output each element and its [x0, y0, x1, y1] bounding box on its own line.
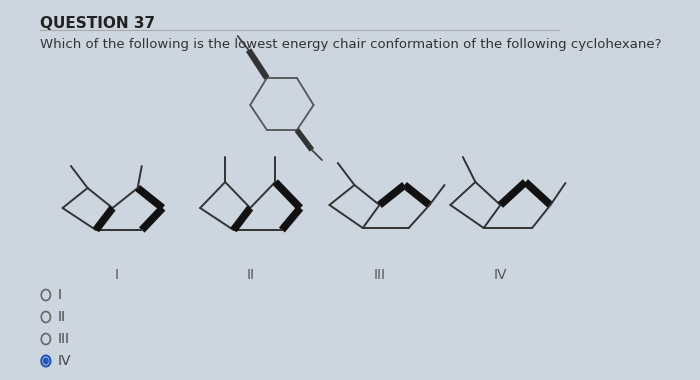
Text: II: II [57, 310, 66, 324]
Text: II: II [246, 268, 254, 282]
Text: Which of the following is the lowest energy chair conformation of the following : Which of the following is the lowest ene… [40, 38, 661, 51]
Text: QUESTION 37: QUESTION 37 [40, 16, 155, 31]
Text: IV: IV [494, 268, 507, 282]
Circle shape [43, 358, 49, 364]
Text: III: III [57, 332, 69, 346]
Text: IV: IV [57, 354, 71, 368]
Text: I: I [57, 288, 62, 302]
Text: I: I [115, 268, 119, 282]
Text: III: III [374, 268, 386, 282]
